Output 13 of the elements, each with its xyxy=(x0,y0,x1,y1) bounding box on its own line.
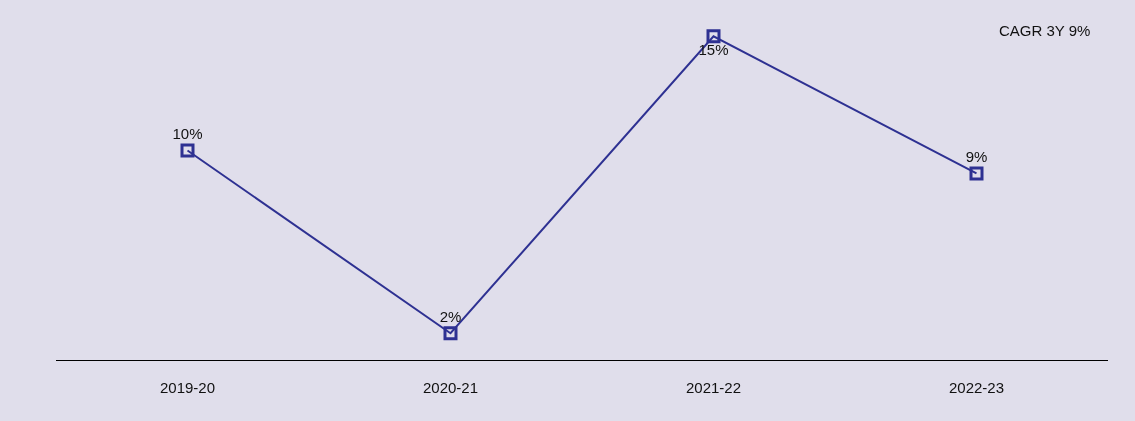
data-label: 15% xyxy=(698,41,729,59)
x-tick-label: 2021-22 xyxy=(685,379,742,396)
x-tick-label: 2020-21 xyxy=(422,379,479,396)
data-label: 9% xyxy=(965,147,988,165)
point xyxy=(180,143,195,158)
data-label: 2% xyxy=(439,307,462,325)
x-tick-label: 2022-23 xyxy=(948,379,1005,396)
point xyxy=(443,326,458,341)
x-tick-label: 2019-20 xyxy=(159,379,216,396)
data-label: 10% xyxy=(172,124,203,142)
point xyxy=(969,166,984,181)
point xyxy=(706,29,721,44)
annotation: CAGR 3Y 9% xyxy=(999,22,1091,39)
